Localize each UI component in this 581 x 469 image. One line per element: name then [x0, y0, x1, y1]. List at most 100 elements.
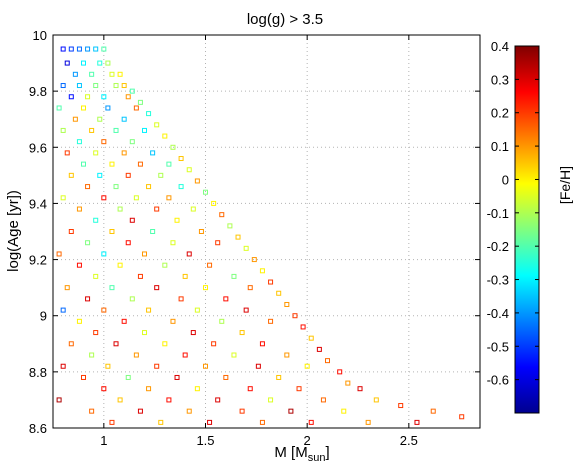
data-point: [89, 352, 95, 358]
data-point: [89, 127, 95, 133]
data-point: [97, 60, 103, 66]
data-point: [166, 397, 172, 403]
grid-lines: [53, 34, 480, 429]
data-point: [223, 296, 229, 302]
data-point: [414, 419, 420, 425]
data-point: [247, 285, 253, 291]
data-point: [337, 369, 343, 375]
data-point: [259, 341, 265, 347]
y-tick-label: 8.6: [29, 421, 47, 436]
data-point: [190, 206, 196, 212]
data-point: [308, 335, 314, 341]
data-point: [125, 172, 131, 178]
data-point: [113, 83, 119, 89]
data-point: [129, 139, 135, 145]
data-point: [365, 419, 371, 425]
y-axis-label: log(Age [yr]): [5, 190, 22, 272]
axes-box: [52, 34, 481, 429]
data-point: [259, 419, 265, 425]
data-point: [142, 330, 147, 336]
data-point: [68, 46, 74, 52]
data-point: [186, 251, 192, 257]
data-point: [81, 105, 86, 111]
data-point: [235, 234, 241, 240]
data-point: [304, 363, 310, 369]
colorbar-tick-label: -0.3: [487, 273, 509, 288]
colorbar-tick-label: -0.6: [487, 373, 509, 388]
data-point: [142, 127, 147, 133]
data-point: [186, 167, 192, 173]
data-point: [166, 161, 172, 167]
data-point: [296, 386, 302, 392]
data-point: [203, 285, 208, 291]
data-point: [276, 374, 282, 380]
data-point: [231, 273, 237, 279]
colorbar-tick-label: -0.5: [487, 339, 509, 354]
x-axis-ticks: 1 1.5 2 2.5: [100, 35, 418, 448]
data-point: [76, 139, 82, 145]
data-point: [174, 374, 180, 380]
data-point: [137, 273, 143, 279]
data-point: [101, 195, 107, 201]
data-point: [211, 200, 217, 206]
data-point: [85, 94, 91, 100]
y-tick-label: 9.4: [29, 196, 47, 211]
data-point: [268, 318, 274, 324]
data-point: [97, 116, 103, 122]
data-point: [178, 156, 184, 162]
data-point: [268, 279, 274, 285]
data-point: [105, 105, 111, 111]
colorbar-gradient: [514, 45, 540, 414]
data-point: [76, 83, 82, 89]
data-point: [101, 307, 107, 313]
data-point: [89, 408, 95, 414]
data-point: [101, 94, 107, 100]
data-point: [64, 150, 70, 156]
data-point: [288, 408, 294, 414]
data-point: [60, 195, 66, 201]
data-point: [121, 83, 127, 89]
data-point: [129, 217, 135, 223]
data-point: [93, 330, 99, 336]
data-point: [81, 374, 86, 380]
data-point: [101, 251, 107, 257]
y-tick-label: 9.2: [29, 253, 47, 268]
data-point: [300, 324, 306, 330]
data-point: [113, 184, 119, 190]
colorbar-tick-label: 0.3: [491, 72, 509, 87]
data-point: [231, 352, 237, 358]
data-point: [101, 139, 107, 145]
data-point: [76, 262, 82, 268]
data-point: [207, 262, 213, 268]
data-point: [239, 330, 245, 336]
data-point: [259, 268, 265, 274]
data-point: [129, 88, 135, 94]
data-point: [154, 122, 160, 128]
data-point: [117, 71, 123, 77]
data-point: [85, 184, 91, 190]
data-point: [459, 414, 465, 420]
data-point: [125, 240, 131, 246]
data-point: [215, 397, 221, 403]
data-point: [162, 341, 168, 347]
colorbar-tick-label: 0: [502, 172, 509, 187]
data-point: [89, 71, 95, 77]
colorbar-ticks: 0.4 0.3 0.2 0.1 0 -0.1 -0.2 -0.3 -0.4 -0.5 -0.6: [487, 39, 539, 388]
data-point: [219, 212, 225, 218]
colorbar: 0.4 0.3 0.2 0.1 0 -0.1 -0.2 -0.3 -0.4 -0.5 -0.6: [487, 39, 540, 414]
data-point: [162, 262, 168, 268]
data-point: [284, 301, 290, 307]
data-point: [76, 46, 82, 52]
data-point: [158, 172, 164, 178]
data-point: [105, 363, 111, 369]
x-axis-label-close: ]: [325, 444, 329, 461]
data-point: [56, 105, 62, 111]
data-point: [146, 307, 152, 313]
data-point: [93, 83, 99, 89]
data-point: [316, 346, 322, 352]
data-point: [357, 386, 363, 392]
data-point: [121, 150, 127, 156]
data-point: [56, 397, 62, 403]
data-point: [247, 386, 253, 392]
x-tick-label: 2: [304, 433, 311, 448]
